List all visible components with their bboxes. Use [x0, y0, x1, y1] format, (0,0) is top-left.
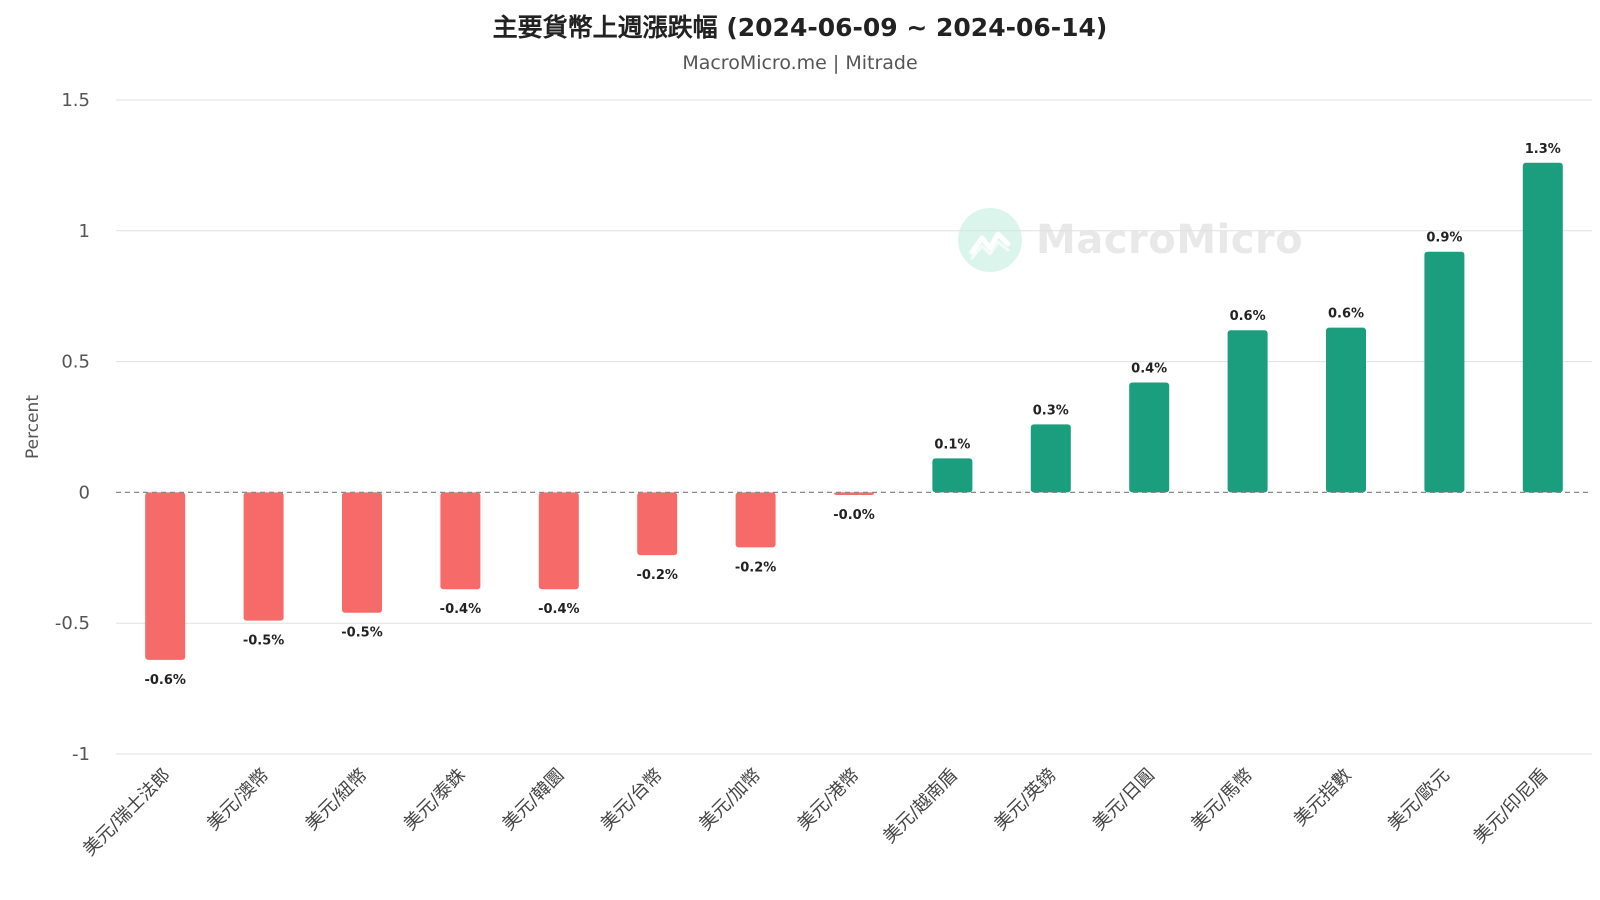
- x-tick-label: 美元/越南盾: [879, 765, 962, 848]
- x-tick-label: 美元/港幣: [793, 765, 863, 835]
- data-label: -0.5%: [243, 634, 284, 649]
- data-label: -0.0%: [833, 508, 874, 523]
- data-label: -0.2%: [735, 560, 776, 575]
- gridlines: [116, 100, 1592, 754]
- bar-2: [244, 492, 284, 620]
- x-tick-label: 美元/英鎊: [990, 765, 1060, 835]
- bar-11: [1129, 383, 1169, 493]
- x-tick-label: 美元/台幣: [597, 765, 667, 835]
- x-axis-ticks: 美元/瑞士法郎 美元/澳幣 美元/紐幣 美元/泰銖 美元/韓圜 美元/台幣 美元/加幣 美元/…: [79, 765, 1552, 861]
- y-tick-label: -1: [72, 744, 90, 765]
- data-label: -0.6%: [144, 673, 185, 688]
- y-tick-label: -0.5: [55, 613, 90, 634]
- data-label: -0.5%: [341, 626, 382, 641]
- data-label: 0.9%: [1426, 231, 1462, 246]
- bar-9: [932, 458, 972, 492]
- data-label: 0.6%: [1230, 309, 1266, 324]
- data-label: 1.3%: [1525, 142, 1561, 157]
- data-label: 0.4%: [1131, 362, 1167, 377]
- data-label: -0.4%: [538, 602, 579, 617]
- bar-6: [637, 492, 677, 555]
- bar-4: [440, 492, 480, 589]
- bar-14: [1424, 252, 1464, 493]
- y-axis-label: Percent: [23, 395, 43, 459]
- bar-10: [1031, 424, 1071, 492]
- y-tick-label: 1.5: [61, 90, 90, 111]
- bars: [145, 163, 1563, 660]
- x-tick-label: 美元/韓圜: [498, 765, 568, 835]
- x-tick-label: 美元/紐幣: [301, 765, 371, 835]
- y-tick-label: 0: [79, 482, 90, 503]
- data-label: 0.6%: [1328, 307, 1364, 322]
- x-tick-label: 美元指數: [1290, 765, 1356, 831]
- y-axis-ticks: 1.5 1 0.5 0 -0.5 -1: [55, 90, 90, 765]
- data-label: -0.4%: [440, 602, 481, 617]
- bar-13: [1326, 328, 1366, 493]
- x-tick-label: 美元/加幣: [695, 765, 765, 835]
- y-tick-label: 1: [79, 221, 90, 242]
- data-label: 0.3%: [1033, 403, 1069, 418]
- x-tick-label: 美元/馬幣: [1187, 765, 1257, 835]
- bar-7: [736, 492, 776, 547]
- x-tick-label: 美元/瑞士法郎: [79, 765, 175, 861]
- bar-12: [1228, 330, 1268, 492]
- x-tick-label: 美元/印尼盾: [1470, 765, 1553, 848]
- bar-3: [342, 492, 382, 612]
- x-tick-label: 美元/歐元: [1384, 765, 1454, 835]
- x-tick-label: 美元/澳幣: [203, 765, 273, 835]
- data-label: -0.2%: [636, 568, 677, 583]
- x-tick-label: 美元/泰銖: [400, 765, 470, 835]
- x-tick-label: 美元/日圓: [1089, 765, 1159, 835]
- data-label: 0.1%: [934, 437, 970, 452]
- y-tick-label: 0.5: [61, 352, 90, 373]
- bar-5: [539, 492, 579, 589]
- bar-1: [145, 492, 185, 659]
- bar-15: [1523, 163, 1563, 493]
